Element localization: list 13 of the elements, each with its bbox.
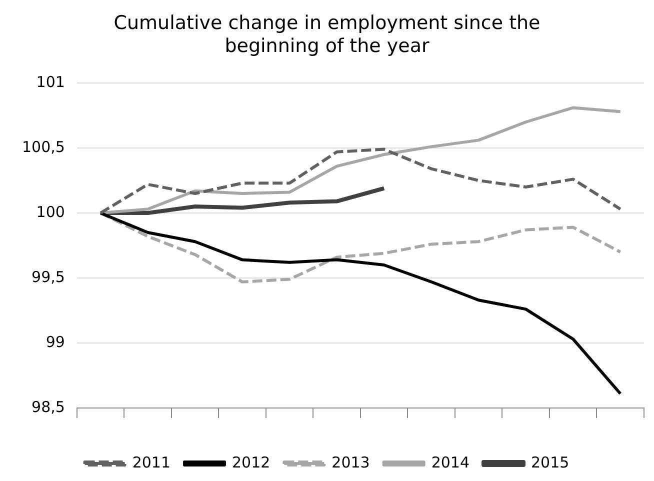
legend-label: 2014 (431, 453, 470, 472)
legend-label: 2011 (132, 453, 171, 472)
line-series (99, 148, 622, 214)
y-tick-label: 100 (36, 202, 65, 221)
y-tick-label: 100,5 (22, 138, 65, 156)
chart-title: Cumulative change in employment since the beginning of the year (112, 11, 542, 59)
y-tick-label: 98,5 (32, 398, 65, 416)
legend-label: 2015 (531, 453, 570, 472)
legend-label: 2013 (332, 453, 370, 472)
y-tick-label: 101 (36, 72, 65, 91)
y-tick-label: 99,5 (32, 268, 65, 286)
legend-label: 2012 (232, 453, 270, 472)
y-tick-label: 99 (46, 332, 65, 351)
